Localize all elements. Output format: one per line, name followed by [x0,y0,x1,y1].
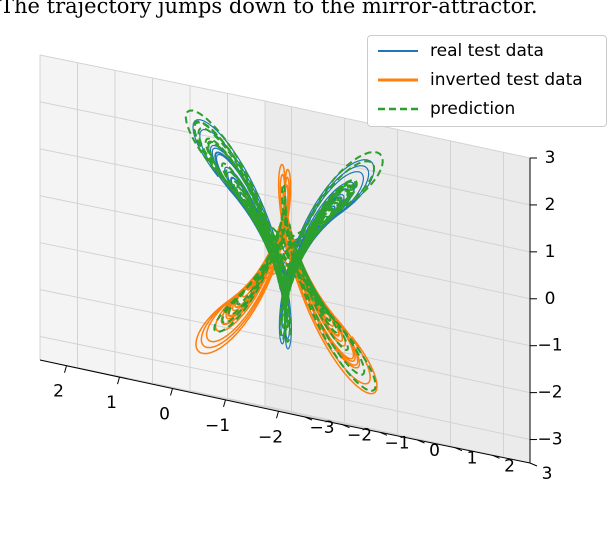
legend-label-inverted: inverted test data [430,70,583,90]
z-tick-label: 3 [545,148,556,168]
x-tick-label: 2 [53,382,64,402]
legend-label-prediction: prediction [430,99,516,119]
y-tick-label: 2 [504,456,515,476]
x-tick-label: −1 [205,416,230,436]
z-tick-label: −3 [537,430,562,450]
y-tick-label: 1 [467,449,478,469]
legend-swatch-inverted [378,78,418,82]
x-tick-mark [223,399,226,408]
y-tick-label: −1 [384,433,409,453]
grid-back-z [264,100,531,159]
x-tick-label: 0 [159,405,170,425]
grid-back-z [264,147,531,206]
y-tick-label: 3 [542,464,553,484]
x-tick-label: −2 [258,427,283,447]
y-tick-mark [379,431,388,436]
figure-caption: The trajectory jumps down to the mirror-… [0,0,538,18]
legend-item-inverted: inverted test data [378,67,583,93]
axis-lines [39,157,538,467]
y-tick-mark [342,424,350,429]
z-tick-label: −1 [537,336,562,356]
z-tick-label: 0 [545,289,556,309]
x-tick-label: 1 [106,393,117,413]
grid-left-z [39,101,266,149]
x-tick-mark [117,376,120,385]
legend-swatch-real [378,50,418,52]
y-tick-mark [529,462,538,467]
legend-label-real: real test data [430,41,544,61]
grid-back-z [264,194,531,253]
y-tick-label: −2 [347,426,372,446]
legend-item-prediction: prediction [378,96,515,122]
grid-left-z [39,242,266,290]
x-tick-mark [170,388,173,396]
y-tick-label: −3 [309,418,334,438]
legend-swatch-prediction [378,107,418,111]
grid-back-z [264,382,531,441]
trajectory-curves [184,109,384,395]
y-tick-mark [492,454,500,459]
grid-back-z [264,335,531,394]
y-tick-mark [417,439,425,444]
z-tick-label: 2 [545,195,556,215]
tick-labels: −2 −1 0 1 2 −3 −2 −1 0 1 2 3 −3 −2 −1 0 1 2 3 [53,148,562,484]
grid-left-z [39,195,266,243]
x-tick-mark [64,365,67,373]
x-tick-mark [276,411,279,419]
grid-back-z [264,241,531,300]
z-tick-label: 1 [545,242,556,262]
grid-left-z [39,54,266,102]
y-tick-label: 0 [429,441,440,461]
y-tick-mark [304,416,313,421]
z-tick-label: −2 [537,383,562,403]
chart-legend: real test data inverted test data predic… [367,35,607,127]
legend-item-real: real test data [378,38,544,64]
series-prediction-line [184,109,384,392]
y-tick-mark [454,447,463,452]
grid-left-z [39,336,266,384]
